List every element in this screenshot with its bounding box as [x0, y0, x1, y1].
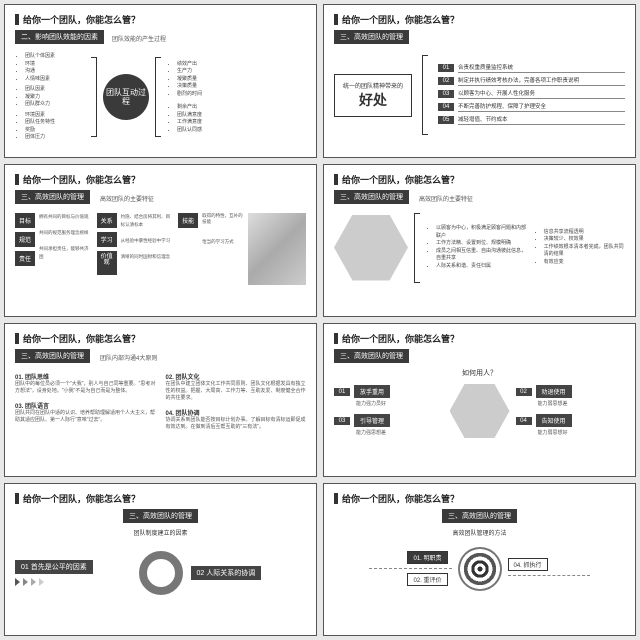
label-1: 01. 明职责 — [407, 551, 447, 564]
slide-5: 给你一个团队，你能怎么管？ 三、高效团队的管理 团队内部沟通4大原则 01. 团… — [4, 323, 317, 477]
principle-2: 02. 团队文化 在团队中建立团体文化工作共同原则、团队文化根据发具有独立性的权… — [166, 372, 307, 431]
right-top-list: 绩效产出 生产力 凝聚质量 决策质量 剧烈的时间 — [167, 61, 306, 99]
hex-photo-center — [450, 384, 510, 438]
left-list: 团队个体因素 环境 沟通 人情味因素 — [15, 53, 85, 83]
feature-list-right: 信息共享流程透明 决策较少、权效果 工作绩效根本清本者完成，团队共同清的结果 有… — [534, 229, 625, 267]
principle-1: 01. 团队思维 团队中的每位员必须一个"大我"，别人与自己同等重要。"思考对方… — [15, 372, 156, 431]
slide-3: 给你一个团队，你能怎么管？ 三、高效团队的管理 高效团队的主要特征 目标 规范 … — [4, 164, 317, 318]
title-text: 给你一个团队，你能怎么管？ — [23, 13, 140, 26]
hex-photo — [334, 215, 408, 281]
question: 如何用人？ — [334, 368, 625, 378]
feature-list-left: 以顾客为中心，积极满足顾客问题和内部联户 工作方法精、设置到位、规模明确 成员之… — [426, 225, 528, 270]
slide-4: 给你一个团队，你能怎么管？ 三、高效团队的管理 高效团队的主要特征 以顾客为中心… — [323, 164, 636, 318]
target-icon — [458, 545, 502, 593]
step-2: 02 人际关系的协调 — [191, 566, 262, 580]
label-2: 02. 重评价 — [407, 573, 447, 586]
slide-7: 给你一个团队，你能怎么管？ 三、高效团队的管理 团队制度建立的因素 01 首先是… — [4, 483, 317, 637]
step-1: 01 首先是公平的因素 — [15, 560, 93, 574]
section-header: 二、影响团队效能的因素 — [15, 30, 104, 44]
benefit-rows: 01合责权重质量监控系统 02制定并执行绩效考核办法，完善各项工作职责说明 03… — [438, 63, 625, 128]
right-bot-list: 剩余产出 团队满意度 工作满意度 团队认同感 — [167, 104, 306, 134]
label-4: 04. 抓执行 — [508, 558, 548, 571]
subtitle: 团队效能的产生过程 — [112, 34, 166, 43]
cycle-icon — [139, 547, 183, 599]
slide-title: 给你一个团队，你能怎么管？ — [15, 13, 306, 26]
slide-6: 给你一个团队，你能怎么管？ 三、高效团队的管理 如何用人？ 01放手重用 能力强… — [323, 323, 636, 477]
photo-laptop — [248, 213, 306, 285]
benefit-box: 统一的团队精神带来的 好处 — [334, 74, 412, 117]
slide-2: 给你一个团队，你能怎么管？ 三、高效团队的管理 统一的团队精神带来的 好处 01… — [323, 4, 636, 158]
slide-1: 给你一个团队，你能怎么管？ 二、影响团队效能的因素 团队效能的产生过程 团队个体… — [4, 4, 317, 158]
center-circle: 团队互动过程 — [103, 74, 149, 120]
slide-8: 给你一个团队，你能怎么管？ 三、高效团队的管理 高效团队管理的方法 01. 明职… — [323, 483, 636, 637]
